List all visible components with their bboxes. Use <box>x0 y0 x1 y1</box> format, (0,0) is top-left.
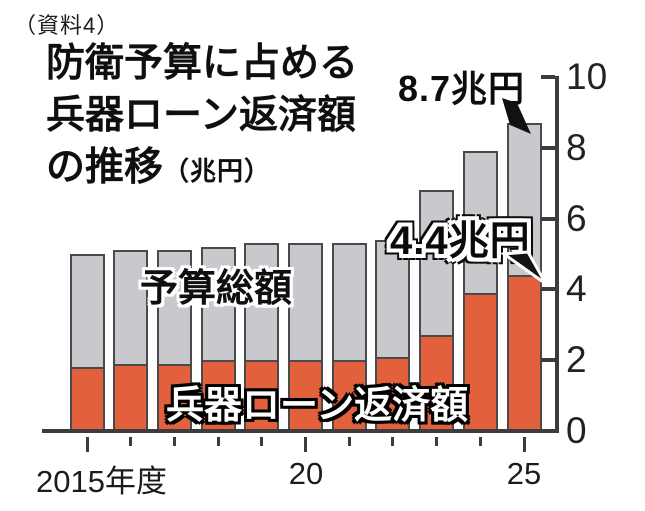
bar-total-2022 <box>375 240 410 431</box>
y-label-4: 4 <box>566 268 587 309</box>
y-axis-line <box>555 76 559 433</box>
bar-total-2023 <box>419 190 454 431</box>
bar-total-2015 <box>70 254 105 431</box>
series-label-total-budget: 予算総額 <box>140 268 293 310</box>
annotation-8-7-trillion: 8.7兆円 <box>398 68 526 109</box>
x-ticks <box>32 437 555 455</box>
plot-area <box>32 77 555 431</box>
bar-loan-2023 <box>419 335 454 431</box>
x-tick-2021 <box>348 437 351 446</box>
y-label-8: 8 <box>566 127 587 168</box>
bar-loan-2019 <box>244 360 279 431</box>
x-tick-2016 <box>129 437 132 446</box>
series-label-loan-repayment: 兵器ローン返済額 <box>166 385 469 427</box>
bar-loan-2015 <box>70 367 105 431</box>
x-tick-2018 <box>217 437 220 446</box>
bar-total-2021 <box>332 243 367 431</box>
chart-title-line1: 防衛予算に占める <box>46 42 359 85</box>
bar-loan-2025 <box>507 275 542 431</box>
x-tick-2025 <box>523 437 526 452</box>
x-tick-2017 <box>173 437 176 446</box>
x-label-2015: 2015年度 <box>36 464 167 499</box>
y-tick-8 <box>541 146 555 150</box>
bar-loan-2018 <box>201 360 236 431</box>
y-label-10: 10 <box>566 56 608 97</box>
chart-unit-label: （兆円） <box>163 156 272 186</box>
x-label-2020: 20 <box>288 456 324 491</box>
chart-title-line3: の推移（兆円） <box>46 146 272 189</box>
y-label-0: 0 <box>566 410 587 451</box>
annotation-tail-4-4-icon <box>500 250 548 286</box>
y-label-6: 6 <box>566 198 587 239</box>
annotation-arrow-8-7-icon <box>502 98 531 134</box>
x-tick-2022 <box>391 437 394 446</box>
x-label-2025: 25 <box>506 456 542 491</box>
bar-loan-2020 <box>288 360 323 431</box>
bar-total-2018 <box>201 247 236 431</box>
chart-title: 防衛予算に占める 兵器ローン返済額 の推移（兆円） <box>46 38 358 197</box>
x-tick-2020 <box>304 437 307 452</box>
y-tick-2 <box>541 358 555 362</box>
y-tick-0 <box>541 429 555 433</box>
x-axis-line <box>42 429 559 433</box>
document-label: （資料4） <box>14 13 120 38</box>
y-label-2: 2 <box>566 339 587 380</box>
bar-total-2020 <box>288 243 323 431</box>
y-tick-4 <box>541 287 555 291</box>
x-tick-2019 <box>260 437 263 446</box>
chart-title-line2: 兵器ローン返済額 <box>46 94 357 137</box>
y-tick-6 <box>541 217 555 221</box>
bar-total-2017 <box>157 250 192 431</box>
bar-loan-2024 <box>463 293 498 431</box>
x-tick-2015 <box>86 437 89 452</box>
bar-loan-2022 <box>375 357 410 431</box>
y-tick-10 <box>541 75 555 79</box>
bar-loan-2017 <box>157 364 192 431</box>
x-tick-2024 <box>479 437 482 446</box>
bar-total-2024 <box>463 151 498 431</box>
x-tick-2023 <box>435 437 438 446</box>
bar-loan-2016 <box>113 364 148 431</box>
